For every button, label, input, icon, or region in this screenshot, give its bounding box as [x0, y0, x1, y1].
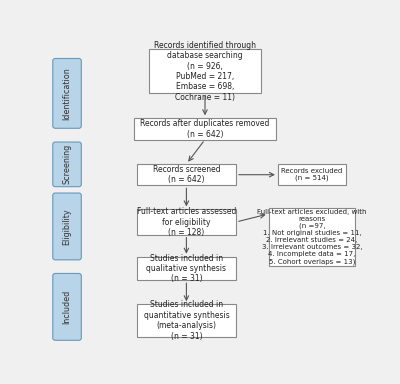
Text: Records excluded
(n = 514): Records excluded (n = 514) — [281, 168, 342, 182]
Text: Identification: Identification — [62, 67, 72, 120]
FancyBboxPatch shape — [278, 164, 346, 185]
Text: Screening: Screening — [62, 144, 72, 184]
FancyBboxPatch shape — [53, 142, 81, 187]
Text: Studies included in
qualitative synthesis
(n = 31): Studies included in qualitative synthesi… — [146, 253, 226, 283]
Text: Records after duplicates removed
(n = 642): Records after duplicates removed (n = 64… — [140, 119, 270, 139]
FancyBboxPatch shape — [53, 193, 81, 260]
Text: Included: Included — [62, 290, 72, 324]
Text: Eligibility: Eligibility — [62, 208, 72, 245]
Text: Studies included in
quantitative synthesis
(meta-analysis)
(n = 31): Studies included in quantitative synthes… — [144, 300, 229, 341]
FancyBboxPatch shape — [53, 273, 81, 340]
FancyBboxPatch shape — [137, 257, 236, 280]
Text: Records identified through
database searching
(n = 926,
PubMed = 217,
Embase = 6: Records identified through database sear… — [154, 41, 256, 102]
Text: Full-text articles excluded, with
reasons
(n =97,
1. Not original studies = 11,
: Full-text articles excluded, with reason… — [257, 209, 367, 265]
FancyBboxPatch shape — [53, 58, 81, 128]
FancyBboxPatch shape — [137, 304, 236, 337]
FancyBboxPatch shape — [149, 49, 261, 93]
FancyBboxPatch shape — [137, 164, 236, 185]
Text: Full-text articles assessed
for eligibility
(n = 128): Full-text articles assessed for eligibil… — [137, 207, 236, 237]
Text: Records screened
(n = 642): Records screened (n = 642) — [152, 165, 220, 184]
FancyBboxPatch shape — [134, 118, 276, 139]
FancyBboxPatch shape — [268, 208, 355, 266]
FancyBboxPatch shape — [137, 209, 236, 235]
